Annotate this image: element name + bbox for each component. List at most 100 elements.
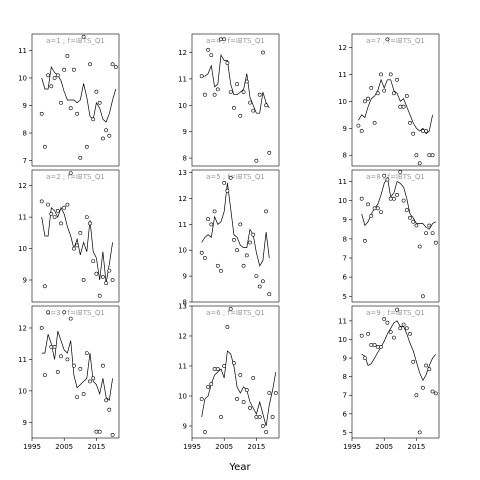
observation-point xyxy=(81,392,86,396)
observation-point xyxy=(39,199,44,204)
observation-point xyxy=(382,317,387,321)
observation-point xyxy=(408,215,412,220)
observation-point xyxy=(395,307,400,312)
observation-point xyxy=(228,175,233,180)
y-tick-label: 7 xyxy=(23,157,27,165)
panel-strip-label: a=6 ; f=IBTS_Q1 xyxy=(206,309,265,317)
x-tick-label: 1995 xyxy=(23,443,41,451)
observation-point xyxy=(427,367,432,372)
panel: a=8 ; f=IBTS_Q1 5 6 7 8 9 10 11 xyxy=(338,169,440,303)
observation-point xyxy=(78,366,83,371)
observation-point xyxy=(420,294,425,299)
y-tick-label: 9 xyxy=(343,125,347,133)
observation-point xyxy=(228,307,233,311)
observation-point xyxy=(55,370,60,374)
y-tick-label: 7 xyxy=(343,255,347,263)
observation-point xyxy=(65,54,70,58)
y-tick-label: 13 xyxy=(178,169,187,177)
observation-point xyxy=(94,89,99,94)
observation-point xyxy=(372,343,377,347)
observation-point xyxy=(215,263,220,268)
observation-point xyxy=(110,62,115,67)
observation-point xyxy=(359,129,364,133)
observation-point xyxy=(369,213,374,218)
observation-point xyxy=(209,382,214,386)
observation-point xyxy=(78,155,83,160)
observation-point xyxy=(209,53,214,58)
panel-frame xyxy=(31,305,120,439)
observation-point xyxy=(398,169,403,174)
observation-point xyxy=(43,373,47,378)
observation-point xyxy=(424,231,429,236)
observation-point xyxy=(391,335,396,340)
observation-point xyxy=(356,123,361,128)
observation-point xyxy=(388,72,393,77)
y-tick-label: 8 xyxy=(343,373,347,381)
panel: a=9 ; f=IBTS_Q1 5 6 7 8 9 10 11 1995 2005 2015 xyxy=(338,305,440,451)
observation-point xyxy=(235,397,240,401)
observation-point xyxy=(212,92,217,97)
observation-point xyxy=(52,344,57,349)
panel: a=5 ; f=IBTS_Q1 8 9 10 11 12 13 xyxy=(178,169,280,307)
observation-point xyxy=(84,215,89,220)
observation-point xyxy=(251,376,256,380)
observation-point xyxy=(91,259,96,264)
x-tick-label: 2015 xyxy=(408,443,426,451)
panel-strip-label: a=3 ; f=IBTS_Q1 xyxy=(46,309,105,317)
observation-point xyxy=(260,279,265,284)
y-tick-label: 10 xyxy=(178,393,187,401)
observation-point xyxy=(101,136,105,141)
observation-point xyxy=(408,331,412,336)
observation-point xyxy=(385,37,390,42)
observation-point xyxy=(420,129,425,133)
observation-point xyxy=(215,87,220,92)
observation-point xyxy=(219,37,223,42)
observation-point xyxy=(212,367,217,371)
observation-point xyxy=(404,326,409,331)
observation-point xyxy=(235,82,240,87)
fit-line xyxy=(361,176,436,230)
observation-point xyxy=(244,253,249,258)
x-tick-label: 2005 xyxy=(375,443,393,451)
observation-point xyxy=(104,398,109,403)
y-tick-label: 11 xyxy=(338,178,347,186)
observation-point xyxy=(202,92,207,97)
y-tick-label: 11 xyxy=(178,221,187,229)
observation-point xyxy=(46,73,51,78)
panel-strip-label: a=9 ; f=IBTS_Q1 xyxy=(366,309,425,317)
observation-point xyxy=(49,84,54,89)
observation-point xyxy=(104,281,109,286)
observation-point xyxy=(388,196,393,201)
observation-point xyxy=(414,223,419,228)
y-tick-label: 13 xyxy=(178,303,187,311)
observation-point xyxy=(254,274,259,279)
panel-strip-label: a=7 ; f=IBTS_Q1 xyxy=(366,37,425,45)
y-tick-label: 8 xyxy=(183,155,187,163)
observation-point xyxy=(94,271,99,276)
y-tick-label: 6 xyxy=(343,410,348,418)
observation-point xyxy=(375,344,380,349)
panel-frame xyxy=(31,169,120,303)
observation-point xyxy=(52,215,57,220)
y-tick-label: 5 xyxy=(343,293,347,301)
observation-point xyxy=(264,430,269,434)
observation-point xyxy=(414,393,419,398)
panel: a=6 ; f=IBTS_Q1 9 10 11 12 13 1995 2005 2015 xyxy=(178,303,280,451)
observation-point xyxy=(254,158,259,163)
observation-point xyxy=(267,150,272,155)
observation-point xyxy=(231,237,236,242)
observation-point xyxy=(78,230,83,235)
observation-point xyxy=(395,77,400,82)
observation-point xyxy=(202,430,207,434)
y-tick-label: 5 xyxy=(343,429,347,437)
observation-point xyxy=(251,232,256,237)
observation-point xyxy=(59,221,63,226)
observation-point xyxy=(72,363,76,368)
observation-point xyxy=(101,363,105,368)
observation-point xyxy=(84,144,89,149)
y-tick-label: 9 xyxy=(183,423,187,431)
observation-point xyxy=(202,256,207,260)
observation-point xyxy=(379,344,383,349)
observation-point xyxy=(257,284,262,289)
